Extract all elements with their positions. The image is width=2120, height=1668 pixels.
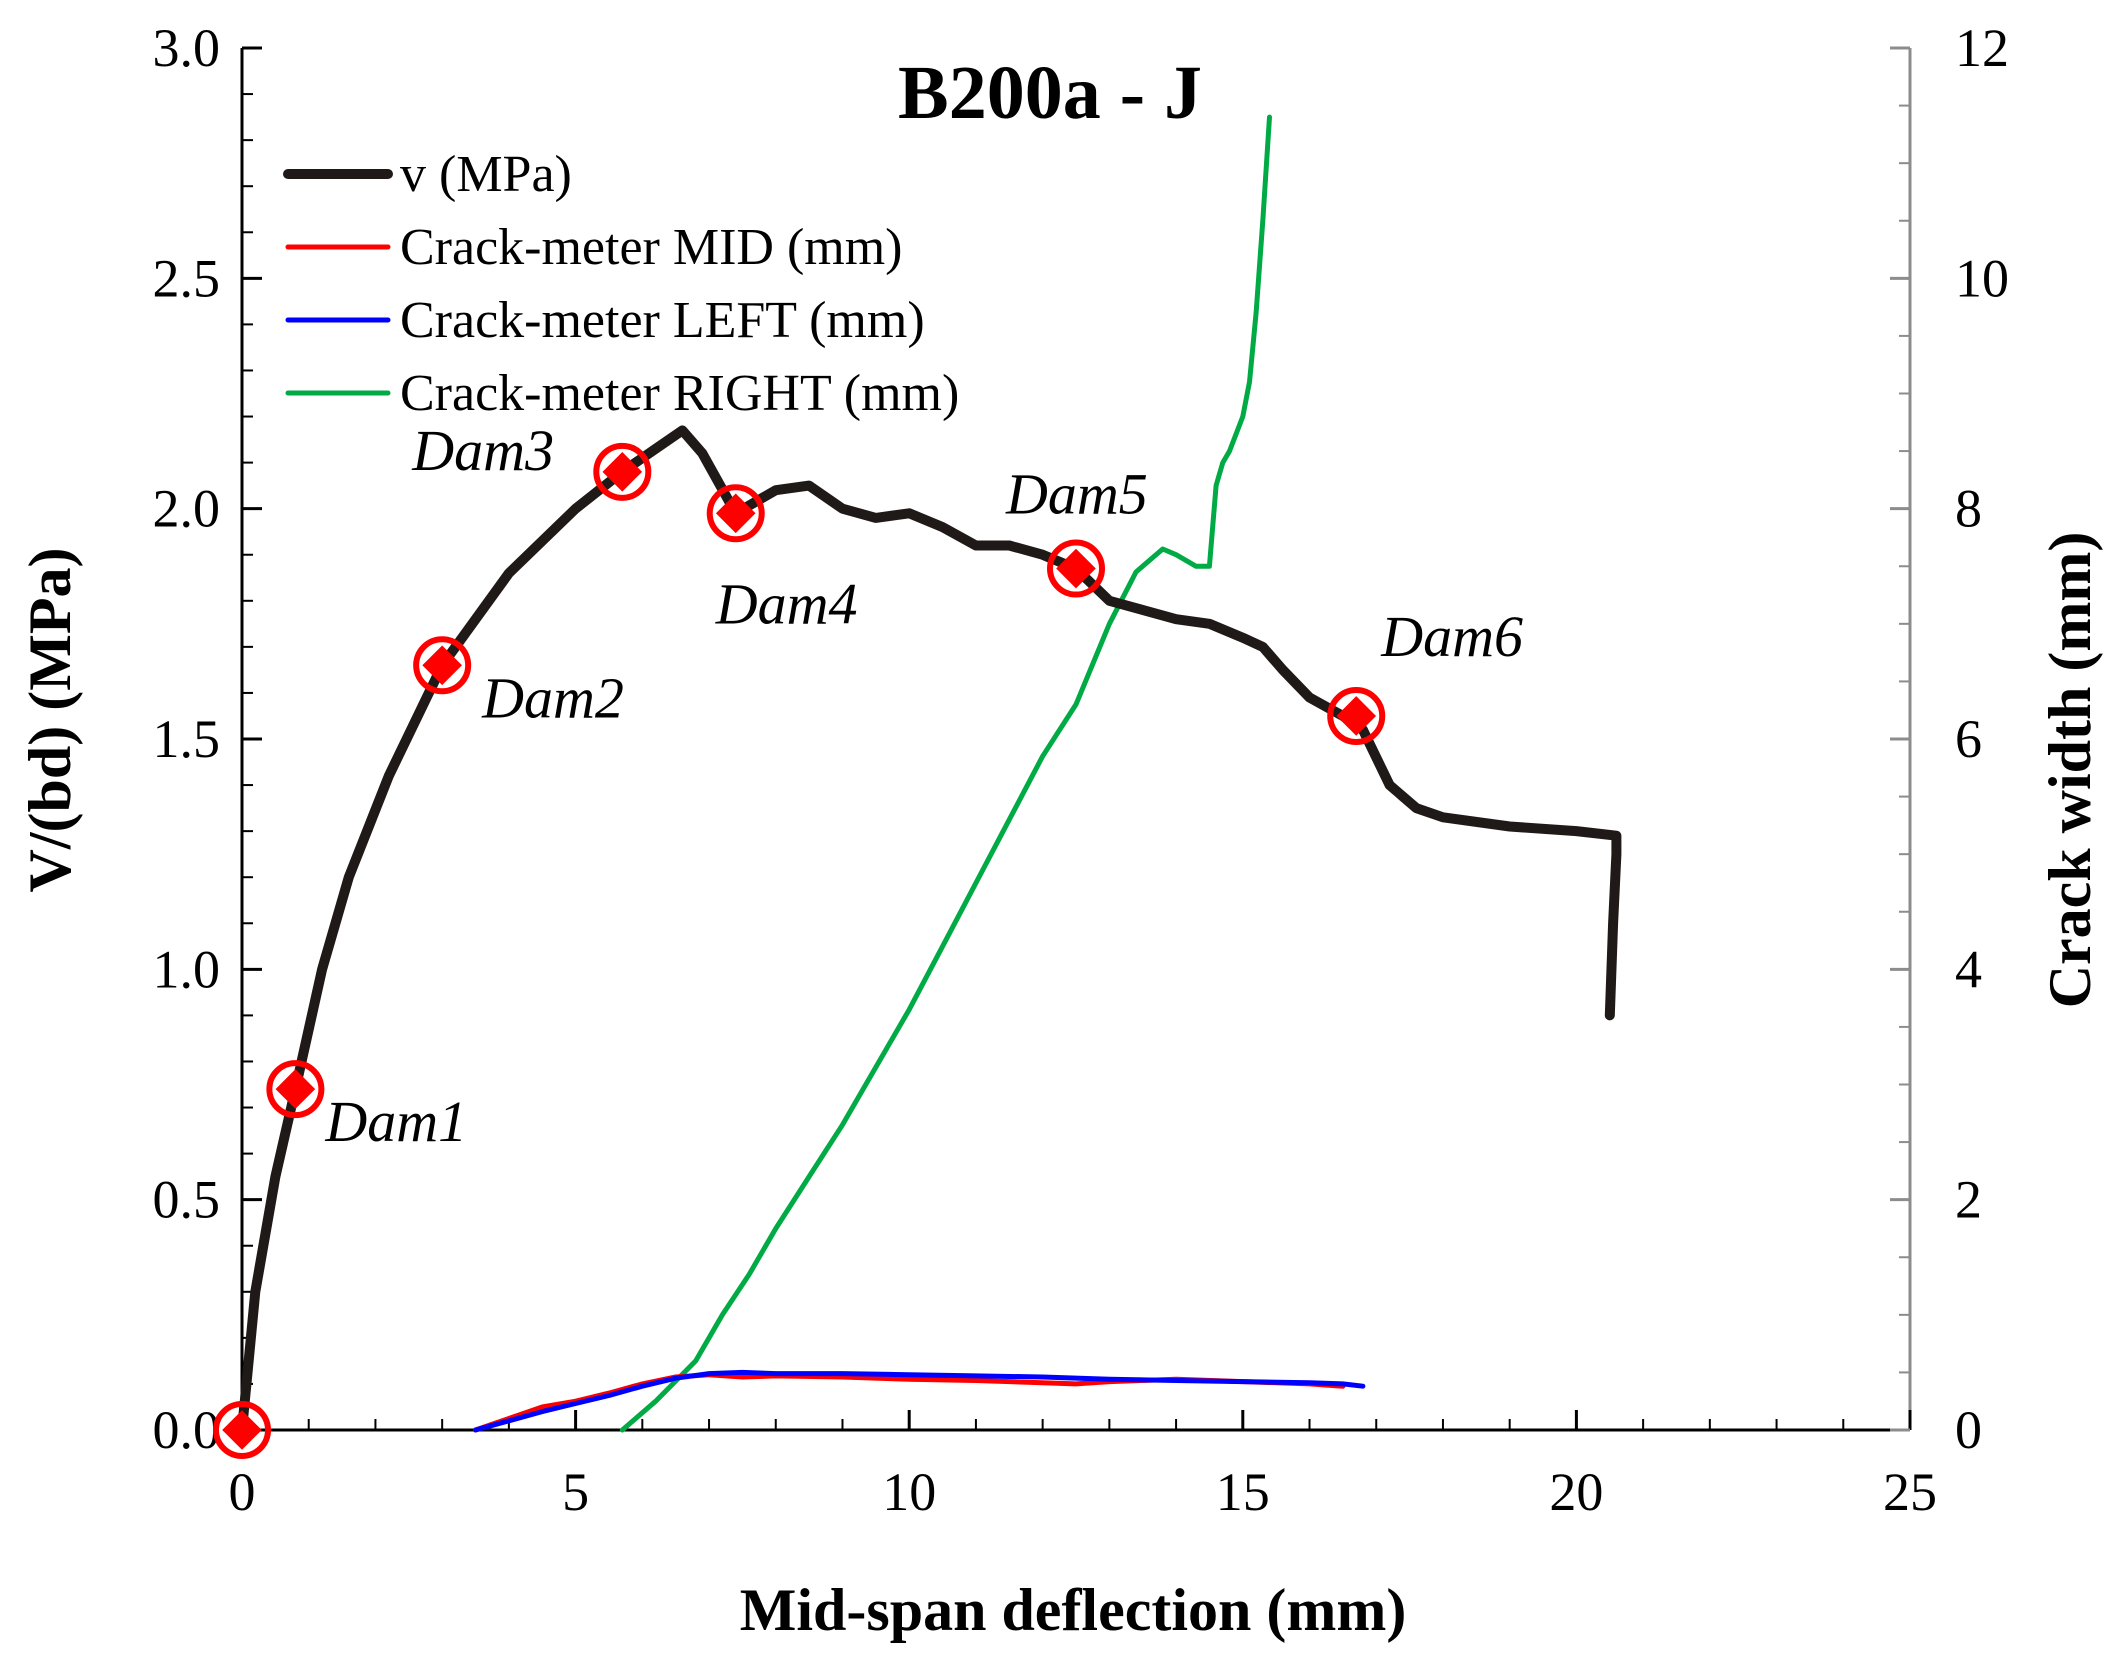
legend-label: Crack-meter RIGHT (mm) — [400, 365, 959, 422]
damage-marker-diamond — [1336, 696, 1377, 736]
damage-marker-circle — [213, 1401, 271, 1459]
y2-tick-label: 12 — [1955, 18, 2009, 78]
x-axis-title: Mid-span deflection (mm) — [740, 1577, 1407, 1643]
damage-marker-circle — [1047, 539, 1105, 598]
legend-label: Crack-meter LEFT (mm) — [400, 292, 925, 349]
damage-marker-diamond — [222, 1410, 262, 1450]
damage-marker-diamond — [602, 452, 643, 492]
series-line-crack-meter-right-mm — [619, 114, 1272, 1433]
damage-marker-circle — [266, 1060, 325, 1119]
damage-marker-circle — [1327, 686, 1386, 745]
legend-label: Crack-meter MID (mm) — [400, 219, 902, 276]
damage-label: Dam5 — [1005, 462, 1148, 527]
y-tick-label: 3.0 — [153, 18, 221, 78]
chart-title: B200a - J — [898, 51, 1202, 135]
y-tick-label: 0.0 — [153, 1400, 221, 1460]
damage-marker-diamond — [715, 493, 756, 534]
damage-label: Dam3 — [411, 418, 554, 483]
damage-marker-diamond — [275, 1069, 316, 1109]
legend-label: v (MPa) — [400, 146, 572, 203]
legend: v (MPa) Crack-meter MID (mm) Crack-meter L… — [283, 146, 959, 422]
series-line-crack-meter-left-mm — [473, 1369, 1366, 1433]
y-tick-label: 2.5 — [153, 248, 221, 308]
damage-marker-diamond — [1056, 548, 1096, 589]
y-tick-label: 1.5 — [153, 709, 221, 769]
x-tick-label: 10 — [882, 1462, 936, 1522]
y-tick-label: 0.5 — [153, 1170, 221, 1230]
damage-marker-diamond — [422, 645, 462, 686]
x-tick-label: 0 — [229, 1462, 256, 1522]
y2-tick-label: 6 — [1955, 709, 1982, 769]
y2-tick-label: 10 — [1955, 248, 2009, 308]
y2-axis-title: Crack width (mm) — [2037, 532, 2103, 1009]
x-tick-label: 5 — [562, 1462, 589, 1522]
damage-label: Dam6 — [1380, 604, 1523, 669]
y2-tick-label: 2 — [1955, 1170, 1982, 1230]
damage-marker-circle — [413, 636, 472, 695]
axes: 0.0 0.5 1.0 1.5 2.0 2.5 3.0 0 5 10 15 20 25 0 2 4 6 8 10 12 — [153, 18, 2010, 1522]
damage-marker-circle — [706, 484, 765, 543]
y-axis-title: V/(bd) (MPa) — [17, 548, 83, 893]
damage-label: Dam2 — [481, 665, 624, 730]
damage-markers: Dam1 Dam2 Dam3 Dam4 Dam5 Dam6 — [213, 418, 1523, 1459]
y-tick-label: 1.0 — [153, 939, 221, 999]
x-tick-label: 20 — [1549, 1462, 1603, 1522]
y2-tick-label: 8 — [1955, 479, 1982, 539]
damage-label: Dam1 — [324, 1089, 467, 1154]
x-tick-label: 25 — [1883, 1462, 1937, 1522]
damage-label: Dam4 — [715, 571, 858, 636]
y2-tick-label: 4 — [1955, 939, 1982, 999]
damage-marker-circle — [593, 442, 652, 501]
x-tick-label: 15 — [1216, 1462, 1270, 1522]
series-line-v-mpa — [237, 425, 1622, 1435]
y2-tick-label: 0 — [1955, 1400, 1982, 1460]
y-tick-label: 2.0 — [153, 479, 221, 539]
